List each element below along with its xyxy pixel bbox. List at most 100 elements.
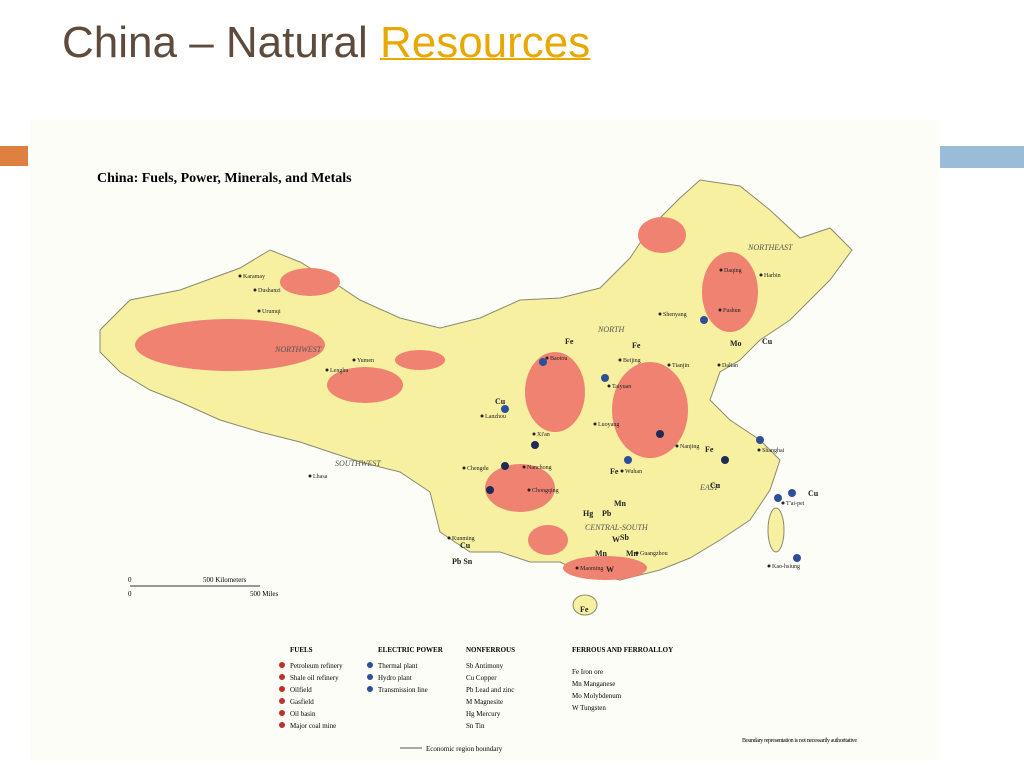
hainan <box>572 594 598 616</box>
region-label: NORTHEAST <box>747 243 793 252</box>
legend-item: W Tungsten <box>572 704 606 712</box>
city-label: Lhasa <box>313 474 328 480</box>
city-label: Kunming <box>452 536 475 542</box>
map-title: China: Fuels, Power, Minerals, and Metal… <box>97 171 352 186</box>
region-label: EAST <box>699 483 719 492</box>
city-label: Kao-hsiung <box>772 564 800 570</box>
thermal-plant <box>788 489 796 497</box>
city-dot <box>527 488 531 492</box>
legend-item: Oilfield <box>290 686 312 694</box>
city-dot <box>618 358 622 362</box>
mineral-symbol: Cu <box>762 337 773 346</box>
mineral-symbol: Fe <box>610 467 619 476</box>
mineral-symbol: Mn <box>614 499 627 508</box>
city-dot <box>308 474 312 478</box>
mineral-symbol: Pb <box>602 509 612 518</box>
city-dot <box>607 384 611 388</box>
accent-bar <box>0 146 28 166</box>
basin <box>395 350 445 370</box>
map-note: Boundary representation is not necessari… <box>742 738 857 744</box>
city-label: Taiyuan <box>612 384 631 390</box>
legend-item: Cu Copper <box>466 674 497 682</box>
city-label: Yumen <box>357 358 374 364</box>
basin <box>327 367 403 403</box>
city-label: Urumqi <box>262 309 281 315</box>
legend-icon <box>279 662 285 668</box>
city-label: Lanzhou <box>485 414 506 420</box>
city-dot <box>257 309 261 313</box>
legend-item: Shale oil refinery <box>290 674 339 682</box>
city-dot <box>522 465 526 469</box>
accent-bar <box>940 146 1024 168</box>
city-dot <box>575 566 579 570</box>
city-label: T'ai-pei <box>786 501 805 507</box>
city-dot <box>545 356 549 360</box>
city-label: Xi'an <box>537 432 550 438</box>
mineral-symbol: Sb <box>620 533 629 542</box>
map: China: Fuels, Power, Minerals, and Metal… <box>30 120 940 760</box>
legend-icon <box>279 698 285 704</box>
city-label: Guangzhou <box>640 551 668 557</box>
legend-heading: FUELS <box>290 646 313 654</box>
city-dot <box>667 363 671 367</box>
city-dot <box>480 414 484 418</box>
city-label: Beijing <box>623 358 641 364</box>
mineral-symbol: Fe <box>580 605 589 614</box>
mineral-symbol: Mn <box>595 549 608 558</box>
legend-item: Petroleum refinery <box>290 662 343 670</box>
scale-label: 500 Kilometers <box>203 576 247 584</box>
scale-label: 0 <box>128 590 132 598</box>
thermal-plant <box>539 358 547 366</box>
legend-heading: FERROUS AND FERROALLOY <box>572 646 673 654</box>
city-label: Daqing <box>724 268 742 274</box>
legend-icon <box>279 722 285 728</box>
thermal-plant <box>793 554 801 562</box>
city-label: Chongqing <box>532 488 559 494</box>
mineral-symbol: Fe <box>632 341 641 350</box>
basin <box>702 252 758 332</box>
thermal-plant <box>501 405 509 413</box>
city-dot <box>462 466 466 470</box>
title-link[interactable]: Resources <box>379 18 591 67</box>
city-label: Nanchong <box>527 465 552 471</box>
basin <box>528 525 568 555</box>
boundary-label: Economic region boundary <box>426 745 503 753</box>
plant <box>486 486 494 494</box>
city-dot <box>447 536 451 540</box>
legend-heading: ELECTRIC POWER <box>378 646 444 654</box>
plant <box>656 430 664 438</box>
basin <box>563 556 647 580</box>
mineral-symbol: Mo <box>730 339 742 348</box>
city-dot <box>635 551 639 555</box>
city-label: Shanghai <box>762 448 785 454</box>
city-label: Dushanzi <box>258 288 281 294</box>
city-label: Lenghu <box>330 368 348 374</box>
basin <box>280 268 340 296</box>
city-dot <box>620 469 624 473</box>
city-dot <box>238 274 242 278</box>
region-label: NORTHWEST <box>274 345 322 354</box>
legend-item: Transmission line <box>378 686 428 694</box>
city-dot <box>532 432 536 436</box>
plant <box>531 441 539 449</box>
mineral-symbol: Cu <box>710 481 721 490</box>
legend-item: Sb Antimony <box>466 662 504 670</box>
mineral-symbol: W <box>612 535 620 544</box>
slide-title: China – Natural Resources <box>62 18 590 68</box>
legend-icon <box>279 686 285 692</box>
mineral-symbol: Fe <box>565 337 574 346</box>
thermal-plant <box>601 374 609 382</box>
city-dot <box>658 312 662 316</box>
basin <box>638 217 686 253</box>
thermal-plant <box>774 494 782 502</box>
scale-label: 0 <box>128 576 132 584</box>
mineral-symbol: Pb Sn <box>452 557 473 566</box>
city-dot <box>719 268 723 272</box>
city-dot <box>718 308 722 312</box>
city-label: Luoyang <box>598 422 619 428</box>
mineral-symbol: Cu <box>460 541 471 550</box>
city-label: Tianjin <box>672 363 689 369</box>
city-label: Chengdu <box>467 466 489 472</box>
legend-icon <box>279 674 285 680</box>
